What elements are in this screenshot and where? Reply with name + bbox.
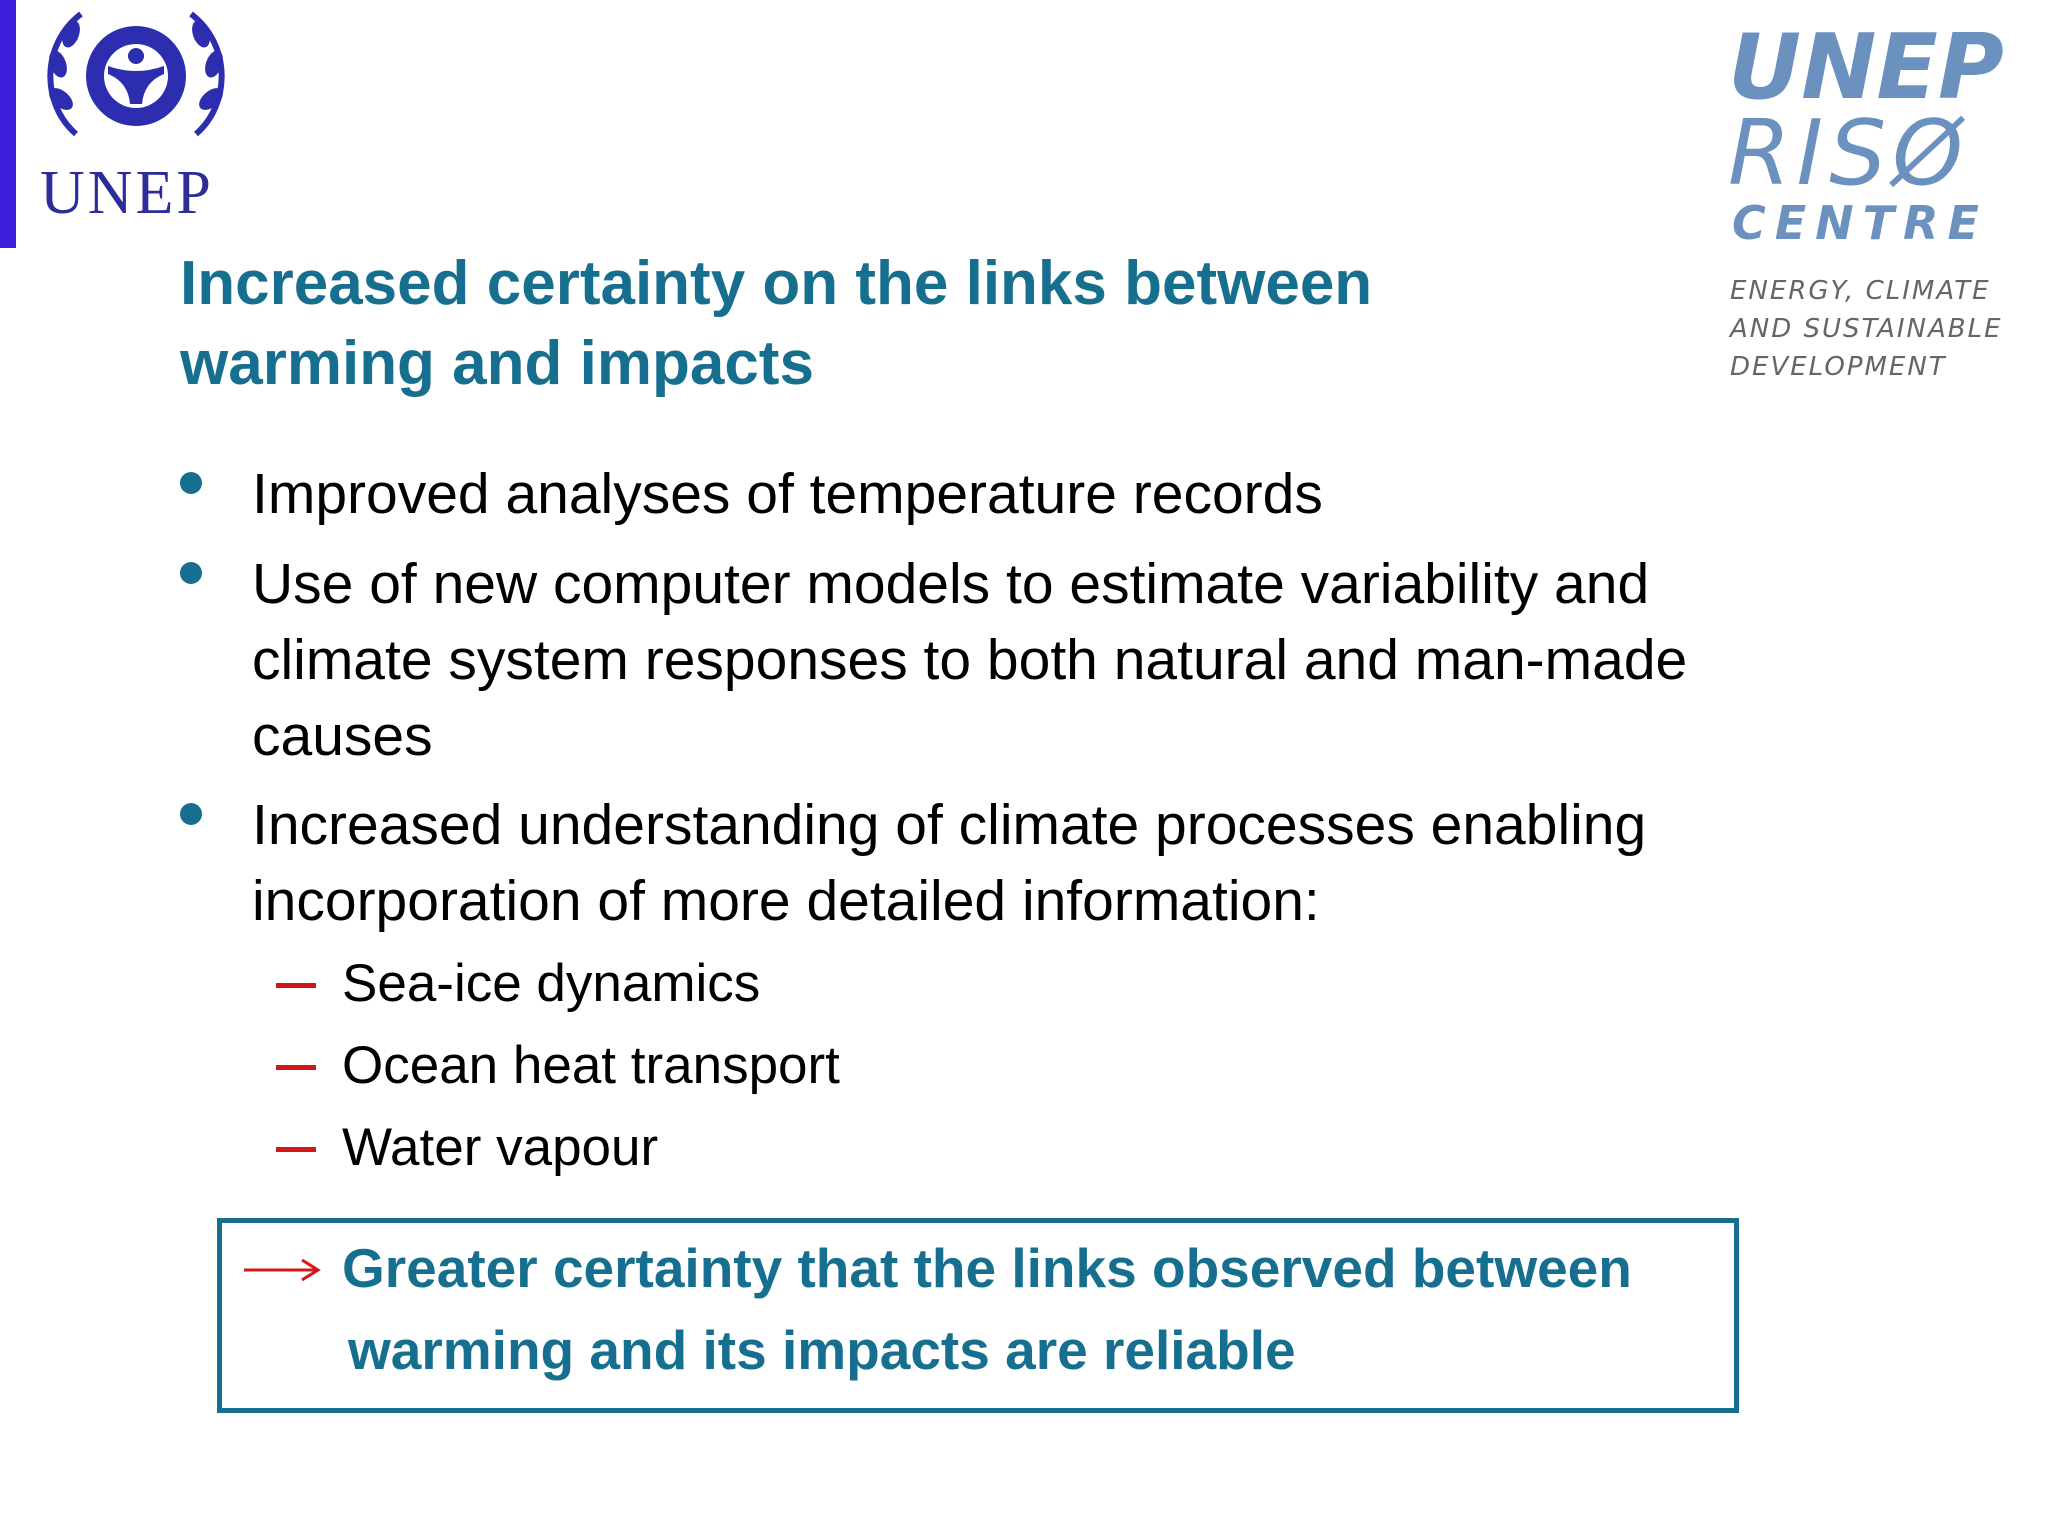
bullet-text: Use of new computer models to estimate v… [252, 552, 1688, 768]
riso-tagline: ENERGY, CLIMATE [1730, 276, 1991, 306]
arrow-icon [244, 1258, 321, 1282]
conclusion-text: Greater certainty that the links observe… [342, 1237, 1632, 1299]
conclusion-box: Greater certainty that the links observe… [217, 1218, 1739, 1413]
sub-dash [276, 1147, 316, 1152]
bullet-dot [180, 562, 202, 584]
riso-logo-line: UNEP [1728, 15, 2004, 120]
conclusion-text: warming and its impacts are reliable [348, 1319, 1296, 1381]
sub-bullet-text: Sea-ice dynamics [342, 954, 761, 1013]
unep-emblem [47, 11, 225, 137]
bullet-dot [180, 472, 202, 494]
side-bar [0, 0, 16, 248]
bullet-text: Increased understanding of climate proce… [252, 793, 1647, 933]
sub-bullet-text: Ocean heat transport [342, 1036, 840, 1095]
unep-logo-text: UNEP [40, 159, 214, 227]
riso-tagline: AND SUSTAINABLE [1730, 314, 2003, 344]
sub-bullet-text: Water vapour [342, 1118, 659, 1177]
sub-dash [276, 983, 316, 988]
riso-logo-line: CENTRE [1732, 196, 1988, 250]
riso-tagline: DEVELOPMENT [1730, 352, 1947, 382]
bullet-dot [180, 803, 202, 825]
slide-title: Increased certainty on the links between… [180, 249, 1373, 398]
sub-dash [276, 1065, 316, 1070]
riso-logo-line: RISØ [1728, 101, 1970, 206]
bullet-text: Improved analyses of temperature records [252, 462, 1323, 526]
